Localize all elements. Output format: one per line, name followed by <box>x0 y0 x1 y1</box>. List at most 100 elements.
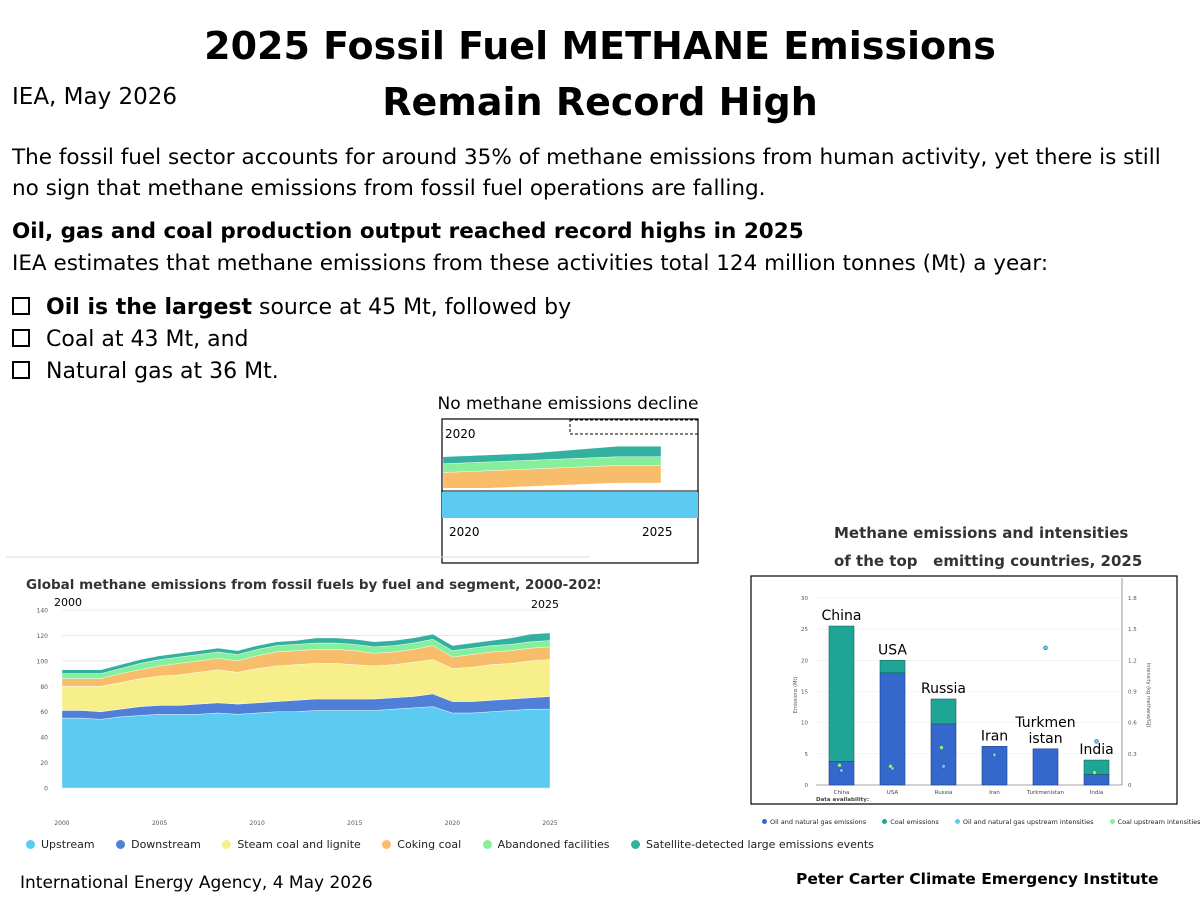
legend-dot-icon <box>482 840 492 849</box>
intensity-coal-point <box>888 764 893 769</box>
y-axis-label: Emissions (Mt) <box>793 677 799 714</box>
legend-label: Oil and natural gas emissions <box>770 818 867 826</box>
y2-axis-label: Intensity (kg methane/GJ) <box>1145 663 1151 727</box>
y-tick-label: 40 <box>40 735 48 742</box>
title-line-2: Remain Record High <box>382 80 818 124</box>
y-tick-label: 140 <box>37 608 49 615</box>
checkbox-square-icon <box>12 329 30 347</box>
bar-oilgas-russia <box>930 723 957 786</box>
bar-country-label: Turkmen <box>1014 715 1075 731</box>
country-chart-legend: Oil and natural gas emissions Coal emiss… <box>762 818 1200 826</box>
legend-coking-coal: Coking coal <box>382 838 461 851</box>
legend-coal-emissions: Coal emissions <box>882 818 939 826</box>
inset-dashed-box <box>569 419 699 435</box>
legend-label: Coal emissions <box>890 818 939 826</box>
intensity-oilgas-point <box>941 764 946 769</box>
x-tick-label: 2020 <box>445 820 460 827</box>
bullet-text: Natural gas at 36 Mt. <box>46 359 279 384</box>
bullet-gas: Natural gas at 36 Mt. <box>12 359 279 384</box>
legend-label: Coking coal <box>397 838 462 851</box>
intensity-oilgas-point <box>1043 645 1048 651</box>
legend-oilgas-emissions: Oil and natural gas emissions <box>762 818 866 826</box>
section-heading: Oil, gas and coal production output reac… <box>12 219 804 244</box>
inset-upstream-band <box>442 492 698 518</box>
country-title-line-2: of the top emitting countries, 2025 <box>834 552 1143 570</box>
legend-satellite: Satellite-detected large emissions event… <box>631 838 874 851</box>
inset-annotation-year: 2020 <box>445 427 476 441</box>
bullet-oil: Oil is the largest source at 45 Mt, foll… <box>12 295 571 320</box>
legend-label: Abandoned facilities <box>497 838 610 851</box>
legend-dot-icon <box>882 819 888 824</box>
y2-tick-label: 0 <box>1128 783 1132 789</box>
intensity-coal-point <box>837 763 842 768</box>
bar-country-label: Iran <box>981 728 1008 744</box>
bar-country-label: istan <box>1028 731 1062 747</box>
y-tick-label: 20 <box>801 658 808 664</box>
area-satellite <box>61 632 551 674</box>
legend-label: Steam coal and lignite <box>237 838 361 851</box>
legend-steam-coal: Steam coal and lignite <box>222 838 361 851</box>
legend-coal-intensity: Coal upstream intensities <box>1109 818 1200 826</box>
footer-credit: Peter Carter Climate Emergency Institute <box>796 870 1159 888</box>
bar-oilgas-usa <box>879 672 906 786</box>
x-tick-label: 2015 <box>347 820 362 827</box>
bullet-text: source at 45 Mt, followed by <box>252 295 572 320</box>
estimate-text: IEA estimates that methane emissions fro… <box>12 251 1049 276</box>
legend-oilgas-intensity: Oil and natural gas upstream intensities <box>954 818 1094 826</box>
page-title: 2025 Fossil Fuel METHANE Emissions Remai… <box>150 18 1050 130</box>
inset-chart-title: No methane emissions decline <box>437 394 699 414</box>
y-tick-label: 0 <box>805 783 809 789</box>
annotation-start-year: 2000 <box>54 596 82 609</box>
legend-upstream: Upstream <box>26 838 95 851</box>
intensity-oilgas-point <box>839 768 844 773</box>
legend-label: Downstream <box>131 838 201 851</box>
bar-coal-russia <box>930 698 957 725</box>
x-tick-label: 2000 <box>54 820 69 827</box>
intro-paragraph: The fossil fuel sector accounts for arou… <box>12 145 1161 201</box>
x-tick-label: Turkmenistan <box>1026 790 1065 796</box>
inset-area-satellite <box>442 446 662 464</box>
legend-label: Oil and natural gas upstream intensities <box>962 818 1094 826</box>
legend-label: Upstream <box>41 838 95 851</box>
legend-abandoned: Abandoned facilities <box>482 838 610 851</box>
y-tick-label: 5 <box>805 752 809 758</box>
main-chart-legend: Upstream Downstream Steam coal and ligni… <box>26 838 892 851</box>
y-tick-label: 60 <box>40 709 48 716</box>
legend-dot-icon <box>26 840 35 849</box>
y-tick-label: 20 <box>40 760 48 767</box>
x-tick-label: India <box>1090 790 1104 796</box>
x-tick-label: China <box>834 790 850 796</box>
footer-source: International Energy Agency, 4 May 2026 <box>20 873 373 893</box>
y2-tick-label: 1.5 <box>1128 627 1137 633</box>
bar-coal-india <box>1083 759 1110 775</box>
inset-x-tick-label: 2020 <box>449 525 480 539</box>
x-tick-label: 2010 <box>250 820 265 827</box>
legend-dot-icon <box>1109 819 1115 824</box>
bullet-text: Coal at 43 Mt, and <box>46 327 249 352</box>
y-tick-label: 25 <box>801 627 808 633</box>
bar-country-label: China <box>822 608 862 624</box>
y-tick-label: 30 <box>801 596 808 602</box>
x-tick-label: Iran <box>989 790 1000 796</box>
data-availability-label: Data availability: <box>816 797 869 803</box>
inset-x-tick-label: 2025 <box>642 525 673 539</box>
legend-downstream: Downstream <box>116 838 201 851</box>
y2-tick-label: 0.6 <box>1128 721 1137 727</box>
y-tick-label: 100 <box>37 658 49 665</box>
intensity-oilgas-point <box>992 752 997 758</box>
checkbox-square-icon <box>12 361 30 379</box>
bullet-coal: Coal at 43 Mt, and <box>12 327 248 352</box>
bullet-bold: Oil is the largest <box>46 295 253 320</box>
legend-dot-icon <box>631 840 641 849</box>
y-tick-label: 120 <box>37 633 49 640</box>
inset-area-chart: 2020 2020 2025 <box>441 418 699 564</box>
bar-oilgas-india <box>1083 774 1110 786</box>
bar-coal-usa <box>879 660 906 674</box>
y2-tick-label: 0.9 <box>1128 690 1137 696</box>
x-tick-label: 2005 <box>152 820 167 827</box>
intensity-coal-point <box>939 745 944 750</box>
legend-dot-icon <box>222 840 232 849</box>
source-label: IEA, May 2026 <box>12 84 178 110</box>
title-line-1: 2025 Fossil Fuel METHANE Emissions <box>204 24 996 68</box>
country-bar-chart: 0 5 10 15 20 25 30 0 0.3 0.6 0.9 1.2 1.5 1.8 Emissions… <box>750 575 1178 805</box>
